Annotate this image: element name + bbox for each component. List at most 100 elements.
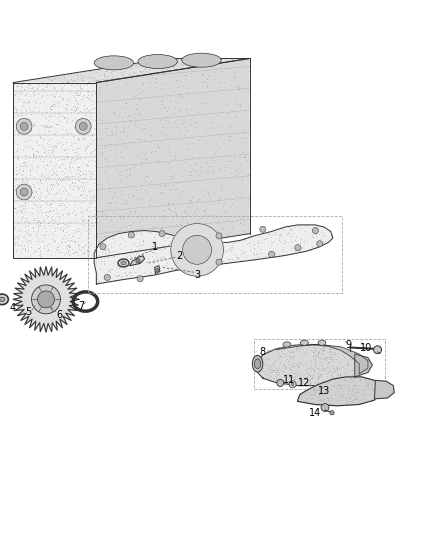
Point (300, 235, 307, 244)
Point (347, 374, 354, 382)
Point (76, 167, 83, 175)
Point (352, 368, 359, 377)
Point (88, 72, 95, 81)
Point (19, 127, 26, 135)
Point (103, 266, 110, 274)
Point (219, 88, 226, 97)
Point (56, 92, 63, 101)
Point (173, 219, 180, 228)
Point (11, 103, 18, 112)
Point (203, 254, 210, 262)
Point (210, 257, 217, 266)
Point (72, 179, 79, 187)
Point (105, 247, 112, 255)
Point (67, 138, 74, 147)
Point (67, 157, 74, 166)
Point (359, 386, 366, 394)
Point (119, 127, 126, 135)
Point (113, 153, 120, 161)
Point (183, 99, 190, 108)
Point (132, 254, 139, 263)
Circle shape (330, 410, 334, 415)
Point (173, 119, 180, 128)
Point (40, 91, 47, 100)
Point (345, 383, 352, 391)
Point (11, 182, 18, 190)
Point (182, 158, 189, 166)
Point (92, 89, 99, 98)
Point (36, 221, 43, 229)
Point (87, 217, 94, 226)
Point (22, 79, 29, 87)
Point (30, 107, 37, 115)
Point (149, 68, 156, 76)
Point (18, 208, 25, 216)
Point (194, 171, 201, 180)
Point (14, 109, 21, 118)
Point (38, 230, 45, 238)
Point (330, 381, 337, 389)
Point (67, 86, 74, 94)
Point (72, 155, 79, 163)
Point (72, 216, 79, 224)
Point (76, 123, 83, 131)
Point (321, 346, 328, 354)
Point (46, 180, 53, 189)
Point (173, 83, 180, 92)
Point (332, 374, 339, 383)
Point (137, 68, 144, 76)
Point (21, 199, 28, 207)
Point (315, 351, 322, 360)
Point (42, 121, 49, 130)
Point (10, 223, 17, 231)
Point (335, 381, 342, 390)
Point (87, 172, 94, 180)
Point (329, 364, 336, 373)
Point (216, 187, 223, 196)
Point (136, 209, 143, 218)
Point (81, 253, 88, 261)
Point (117, 140, 124, 149)
Point (38, 152, 45, 160)
Point (368, 385, 375, 393)
Point (198, 82, 205, 90)
Point (185, 256, 192, 265)
Point (11, 102, 18, 110)
Point (34, 223, 41, 231)
Point (317, 370, 324, 379)
Point (60, 219, 67, 228)
Point (166, 199, 173, 208)
Point (73, 98, 80, 107)
Point (232, 95, 239, 104)
Point (23, 187, 30, 196)
Point (150, 248, 157, 256)
Point (69, 103, 76, 111)
Point (282, 370, 289, 378)
Point (28, 223, 35, 231)
Point (180, 252, 187, 261)
Point (142, 258, 149, 266)
Point (85, 222, 92, 231)
Point (89, 193, 96, 201)
Point (36, 155, 43, 164)
Point (80, 92, 87, 100)
Point (92, 181, 99, 189)
Point (49, 84, 57, 92)
Point (156, 243, 163, 251)
Point (107, 126, 114, 135)
Point (121, 269, 128, 277)
Point (154, 152, 161, 161)
Point (53, 189, 60, 197)
Point (98, 248, 105, 257)
Point (61, 164, 68, 173)
Point (316, 389, 323, 398)
Circle shape (104, 274, 110, 280)
Point (64, 115, 71, 123)
Point (346, 397, 353, 405)
Point (104, 154, 111, 163)
Point (71, 139, 78, 147)
Point (194, 159, 201, 167)
Point (20, 181, 27, 189)
Point (81, 79, 88, 88)
Point (221, 96, 228, 104)
